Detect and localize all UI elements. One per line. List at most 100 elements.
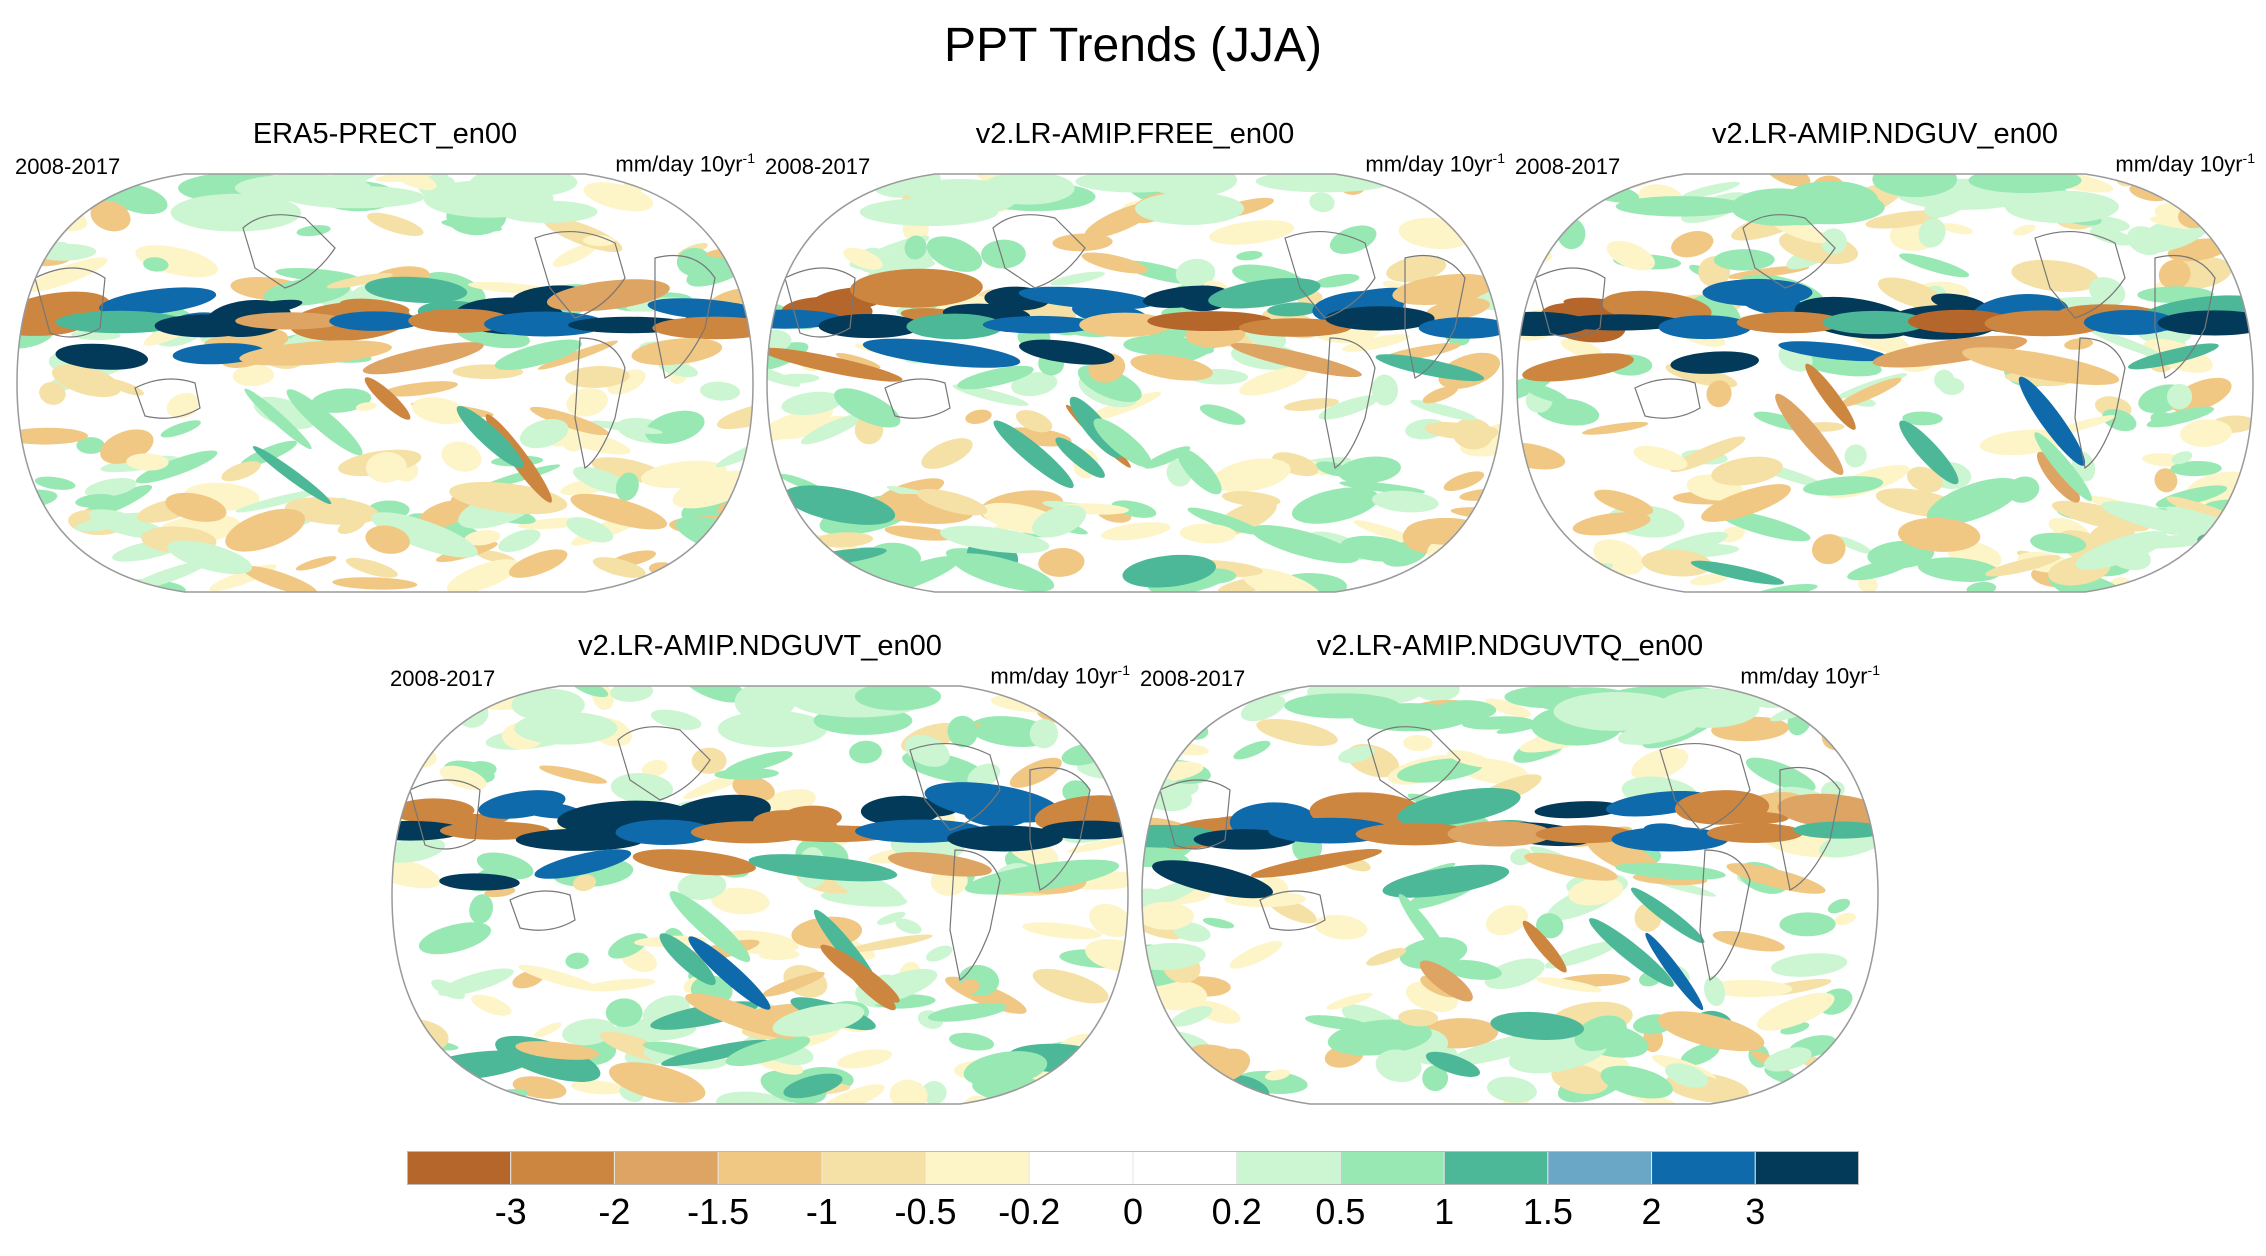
trend-contour [1398, 894, 1452, 964]
precip-trend-map [1141, 685, 1879, 1105]
colorbar-swatch [510, 1151, 615, 1185]
trend-contour [716, 401, 753, 430]
colorbar-tick-label: -1 [805, 1191, 838, 1232]
trend-contour [1805, 363, 1856, 430]
trend-contour [286, 389, 363, 456]
trend-contour [589, 420, 663, 435]
trend-contour [1326, 992, 1373, 1010]
trend-contour [1556, 314, 1684, 331]
trend-contour [661, 1039, 770, 1067]
colorbar-tick-label: 1.5 [1522, 1191, 1573, 1232]
trend-contour [895, 918, 922, 935]
trend-contour [1775, 393, 1844, 476]
trend-contour [1968, 174, 2082, 194]
trend-contour [1073, 1080, 1127, 1104]
trend-contour [456, 405, 524, 469]
trend-contour [2013, 224, 2036, 236]
trend-contour [1011, 372, 1058, 397]
trend-contour [1877, 277, 1946, 310]
trend-contour [762, 971, 825, 997]
precip-trend-map [16, 173, 754, 593]
trend-contour [1375, 1049, 1422, 1083]
map-panel: ERA5-PRECT_en00 2008-2017 mm/day 10yr-1 [15, 118, 755, 598]
trend-contour [1413, 686, 1460, 702]
trend-contour [1090, 705, 1128, 735]
trend-contour [1236, 250, 1263, 261]
trend-contour [1142, 1068, 1169, 1094]
trend-contour [672, 470, 753, 509]
trend-contour [1032, 968, 1109, 1004]
trend-contour [1897, 517, 1981, 552]
trend-contour [242, 565, 318, 592]
trend-contour [392, 820, 464, 841]
trend-contour [17, 427, 88, 445]
trend-contour [515, 828, 645, 851]
colorbar-tick-label: -0.5 [894, 1191, 957, 1232]
trend-contour [17, 191, 38, 223]
colorbar-tick-label: 3 [1745, 1191, 1766, 1232]
trend-contour [382, 381, 458, 397]
trend-contour [1314, 914, 1368, 940]
trend-contour [1807, 1073, 1878, 1104]
trend-contour [1811, 534, 1846, 565]
trend-contour [1009, 757, 1062, 788]
trend-contour [55, 343, 148, 370]
trend-contour [927, 1002, 1007, 1022]
trend-contour [235, 489, 320, 513]
trend-contour [904, 235, 927, 260]
trend-contour [1485, 698, 1532, 718]
panel-period: 2008-2017 [1515, 154, 1621, 179]
trend-contour [2034, 432, 2093, 502]
trend-contour [1803, 476, 1884, 496]
trend-contour [820, 1084, 885, 1104]
trend-contour [1392, 273, 1496, 306]
trend-contour [2018, 376, 2086, 466]
trend-contour [1838, 377, 1902, 408]
trend-contour [642, 759, 668, 777]
trend-contour [1425, 297, 1490, 321]
trend-contour [1858, 576, 1878, 592]
trend-contour [1618, 718, 1698, 745]
trend-contour [411, 397, 468, 425]
trend-contour [165, 492, 227, 522]
trend-contour [1822, 310, 1928, 335]
colorbar-tick-label: -0.2 [998, 1191, 1061, 1232]
precip-trend-map [766, 173, 1504, 593]
trend-contour [725, 1035, 811, 1066]
trend-contour [2011, 259, 2099, 292]
trend-contour [1713, 249, 1775, 271]
trend-contour [75, 493, 117, 508]
trend-contour [26, 257, 108, 292]
trend-contour [223, 299, 303, 319]
trend-contour [1019, 339, 1115, 365]
trend-contour [1706, 380, 1732, 408]
coastline [242, 214, 336, 289]
trend-contour [1435, 700, 1497, 721]
trend-contour [1170, 1006, 1213, 1027]
colorbar-tick-label: 0.5 [1315, 1191, 1366, 1232]
trend-contour [533, 1022, 562, 1038]
trend-contour [135, 450, 218, 484]
trend-contour [1517, 442, 1566, 470]
trend-contour [2075, 531, 2168, 570]
trend-contour [2064, 338, 2094, 350]
trend-contour [167, 540, 253, 575]
trend-contour [1600, 1065, 1673, 1099]
trend-contour [1657, 1011, 1765, 1052]
trend-contour [1521, 382, 1569, 403]
trend-contour [518, 964, 599, 991]
trend-contour [1522, 920, 1567, 973]
trend-contour [364, 377, 411, 420]
trend-contour [1446, 750, 1494, 768]
trend-contour [1142, 1012, 1168, 1028]
trend-contour [392, 1074, 449, 1104]
trend-contour [1267, 302, 1320, 317]
colorbar [407, 1151, 1859, 1185]
trend-contour [1834, 536, 1873, 554]
colorbar-swatch [925, 1151, 1030, 1185]
trend-contour [1229, 940, 1283, 969]
trend-contour [1756, 992, 1835, 1031]
trend-contour [1325, 306, 1435, 331]
trend-contour [850, 268, 983, 308]
trend-contour [439, 873, 520, 891]
